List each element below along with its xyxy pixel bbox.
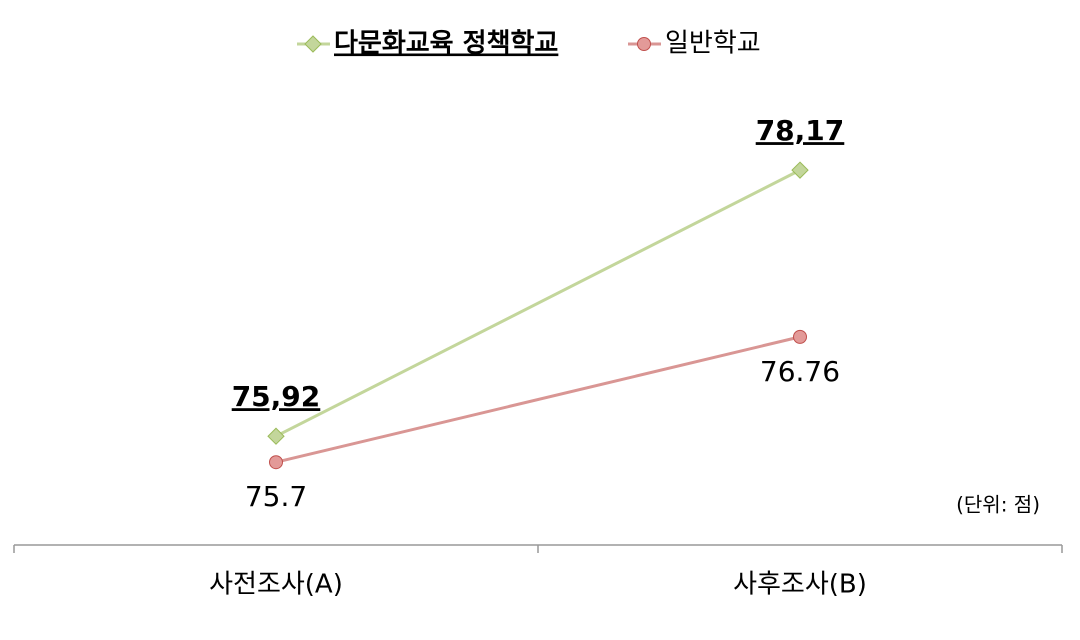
data-label: 78,17 xyxy=(756,114,845,147)
unit-note: (단위: 점) xyxy=(956,493,1040,517)
data-label: 76.76 xyxy=(760,355,840,388)
series-line xyxy=(275,168,801,438)
x-tick-label: 사후조사(B) xyxy=(733,570,867,600)
data-label: 75,92 xyxy=(232,380,321,413)
legend-marker xyxy=(637,37,651,51)
marker xyxy=(269,455,283,470)
series-line xyxy=(275,335,801,464)
x-tick-label: 사전조사(A) xyxy=(209,570,343,600)
data-label: 75.7 xyxy=(245,480,307,513)
legend-label: 일반학교 xyxy=(665,29,761,59)
legend-label: 다문화교육 정책학교 xyxy=(334,29,558,59)
marker xyxy=(793,329,807,344)
marker xyxy=(791,161,809,179)
marker xyxy=(267,427,285,445)
legend-marker xyxy=(304,35,322,53)
